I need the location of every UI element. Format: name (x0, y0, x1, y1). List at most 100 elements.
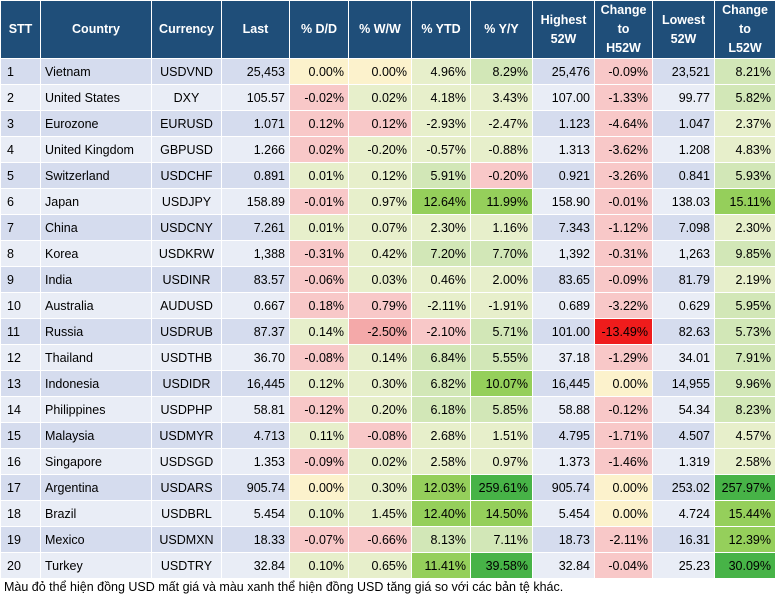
lowest-52w: 1.047 (652, 110, 715, 137)
change-day: -0.31% (289, 240, 349, 267)
table-row: 6 Japan USDJPY 158.89 -0.01% 0.97% 12.64% 11.99… (0, 188, 776, 215)
highest-52w: 5.454 (532, 500, 595, 527)
change-ytd: 2.68% (411, 422, 471, 449)
change-to-low: 5.95% (714, 292, 776, 319)
country-name: Russia (40, 318, 152, 345)
row-number: 18 (0, 500, 41, 527)
highest-52w: 32.84 (532, 552, 595, 579)
lowest-52w: 25.23 (652, 552, 715, 579)
header-country: Country (40, 0, 152, 59)
country-name: Eurozone (40, 110, 152, 137)
row-number: 15 (0, 422, 41, 449)
change-ytd: 12.64% (411, 188, 471, 215)
change-year: -1.91% (470, 292, 533, 319)
change-day: 0.14% (289, 318, 349, 345)
change-ytd: 4.96% (411, 58, 471, 85)
last-price: 1.266 (221, 136, 290, 163)
change-year: -2.47% (470, 110, 533, 137)
country-name: Thailand (40, 344, 152, 371)
currency-pair: USDCHF (151, 162, 222, 189)
lowest-52w: 99.77 (652, 84, 715, 111)
header-highest-52w-line1: Highest (540, 12, 587, 27)
country-name: Japan (40, 188, 152, 215)
table-row: 7 China USDCNY 7.261 0.01% 0.07% 2.30% 1.16% 7.3… (0, 214, 776, 241)
change-week: 0.07% (348, 214, 412, 241)
row-number: 5 (0, 162, 41, 189)
currency-pair: USDMXN (151, 526, 222, 553)
change-day: 0.12% (289, 370, 349, 397)
row-number: 16 (0, 448, 41, 475)
header-currency: Currency (151, 0, 222, 59)
change-day: 0.10% (289, 552, 349, 579)
change-to-high: -3.22% (594, 292, 653, 319)
change-day: -0.09% (289, 448, 349, 475)
change-week: 0.30% (348, 474, 412, 501)
highest-52w: 101.00 (532, 318, 595, 345)
highest-52w: 905.74 (532, 474, 595, 501)
change-to-low: 8.21% (714, 58, 776, 85)
change-to-low: 15.11% (714, 188, 776, 215)
last-price: 5.454 (221, 500, 290, 527)
country-name: Singapore (40, 448, 152, 475)
change-ytd: 8.13% (411, 526, 471, 553)
header-ww: % W/W (348, 0, 412, 59)
change-week: 0.42% (348, 240, 412, 267)
lowest-52w: 16.31 (652, 526, 715, 553)
last-price: 83.57 (221, 266, 290, 293)
change-year: 5.55% (470, 344, 533, 371)
currency-pair: USDBRL (151, 500, 222, 527)
row-number: 7 (0, 214, 41, 241)
change-to-high: -1.46% (594, 448, 653, 475)
row-number: 20 (0, 552, 41, 579)
last-price: 16,445 (221, 370, 290, 397)
change-ytd: -0.57% (411, 136, 471, 163)
lowest-52w: 14,955 (652, 370, 715, 397)
header-last: Last (221, 0, 290, 59)
lowest-52w: 1.208 (652, 136, 715, 163)
change-to-low: 4.57% (714, 422, 776, 449)
last-price: 7.261 (221, 214, 290, 241)
highest-52w: 1.123 (532, 110, 595, 137)
change-ytd: 6.84% (411, 344, 471, 371)
change-ytd: 12.03% (411, 474, 471, 501)
change-to-high: -13.49% (594, 318, 653, 345)
header-change-to-h52w-line3: H52W (606, 41, 641, 55)
change-to-low: 4.83% (714, 136, 776, 163)
last-price: 18.33 (221, 526, 290, 553)
change-ytd: 6.18% (411, 396, 471, 423)
lowest-52w: 1.319 (652, 448, 715, 475)
change-to-low: 2.19% (714, 266, 776, 293)
country-name: Indonesia (40, 370, 152, 397)
change-to-high: 0.00% (594, 474, 653, 501)
change-to-low: 5.73% (714, 318, 776, 345)
change-ytd: 2.30% (411, 214, 471, 241)
change-to-high: -3.62% (594, 136, 653, 163)
row-number: 12 (0, 344, 41, 371)
change-day: -0.12% (289, 396, 349, 423)
lowest-52w: 34.01 (652, 344, 715, 371)
lowest-52w: 4.724 (652, 500, 715, 527)
highest-52w: 16,445 (532, 370, 595, 397)
change-to-high: -2.11% (594, 526, 653, 553)
change-to-high: -0.09% (594, 266, 653, 293)
table-row: 17 Argentina USDARS 905.74 0.00% 0.30% 12.03% 2… (0, 474, 776, 501)
change-ytd: -2.10% (411, 318, 471, 345)
change-week: 0.12% (348, 110, 412, 137)
currency-pair: DXY (151, 84, 222, 111)
change-day: -0.08% (289, 344, 349, 371)
change-day: 0.10% (289, 500, 349, 527)
row-number: 10 (0, 292, 41, 319)
change-week: 0.30% (348, 370, 412, 397)
currency-pair: USDINR (151, 266, 222, 293)
country-name: Malaysia (40, 422, 152, 449)
table-row: 5 Switzerland USDCHF 0.891 0.01% 0.12% 5.91% -0… (0, 162, 776, 189)
row-number: 1 (0, 58, 41, 85)
change-to-low: 9.96% (714, 370, 776, 397)
change-ytd: -2.11% (411, 292, 471, 319)
currency-pair: USDVND (151, 58, 222, 85)
change-to-low: 7.91% (714, 344, 776, 371)
table-row: 1 Vietnam USDVND 25,453 0.00% 0.00% 4.96% 8.29%… (0, 58, 776, 85)
change-year: 7.11% (470, 526, 533, 553)
currency-pair: USDIDR (151, 370, 222, 397)
